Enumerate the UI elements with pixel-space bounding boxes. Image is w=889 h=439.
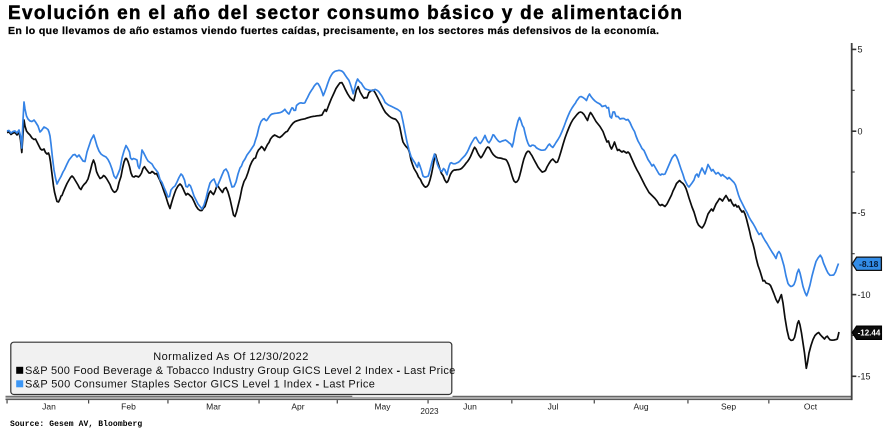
svg-text:May: May xyxy=(374,401,391,411)
svg-text:Normalized As Of 12/30/2022: Normalized As Of 12/30/2022 xyxy=(153,351,309,363)
svg-text:-10: -10 xyxy=(858,290,871,300)
svg-text:Sep: Sep xyxy=(721,401,736,411)
svg-text:Mar: Mar xyxy=(206,401,221,411)
svg-text:Jul: Jul xyxy=(548,401,559,411)
svg-text:-5: -5 xyxy=(858,208,866,218)
svg-text:-15: -15 xyxy=(858,372,871,382)
svg-text:5: 5 xyxy=(858,45,863,55)
svg-text:Oct: Oct xyxy=(804,401,818,411)
svg-text:-8.18: -8.18 xyxy=(859,259,879,269)
svg-text:S&P 500 Consumer Staples Secto: S&P 500 Consumer Staples Sector GICS Lev… xyxy=(25,379,375,391)
svg-text:0: 0 xyxy=(858,126,863,136)
svg-text:-12.44: -12.44 xyxy=(858,329,881,338)
svg-text:2023: 2023 xyxy=(420,407,439,416)
svg-text:Jan: Jan xyxy=(42,401,56,411)
svg-text:Apr: Apr xyxy=(291,401,304,411)
svg-text:Feb: Feb xyxy=(121,401,136,411)
svg-text:Jun: Jun xyxy=(463,401,477,411)
svg-text:Aug: Aug xyxy=(633,401,648,411)
svg-text:S&P 500 Food Beverage & Tobacc: S&P 500 Food Beverage & Tobacco Industry… xyxy=(25,365,456,377)
